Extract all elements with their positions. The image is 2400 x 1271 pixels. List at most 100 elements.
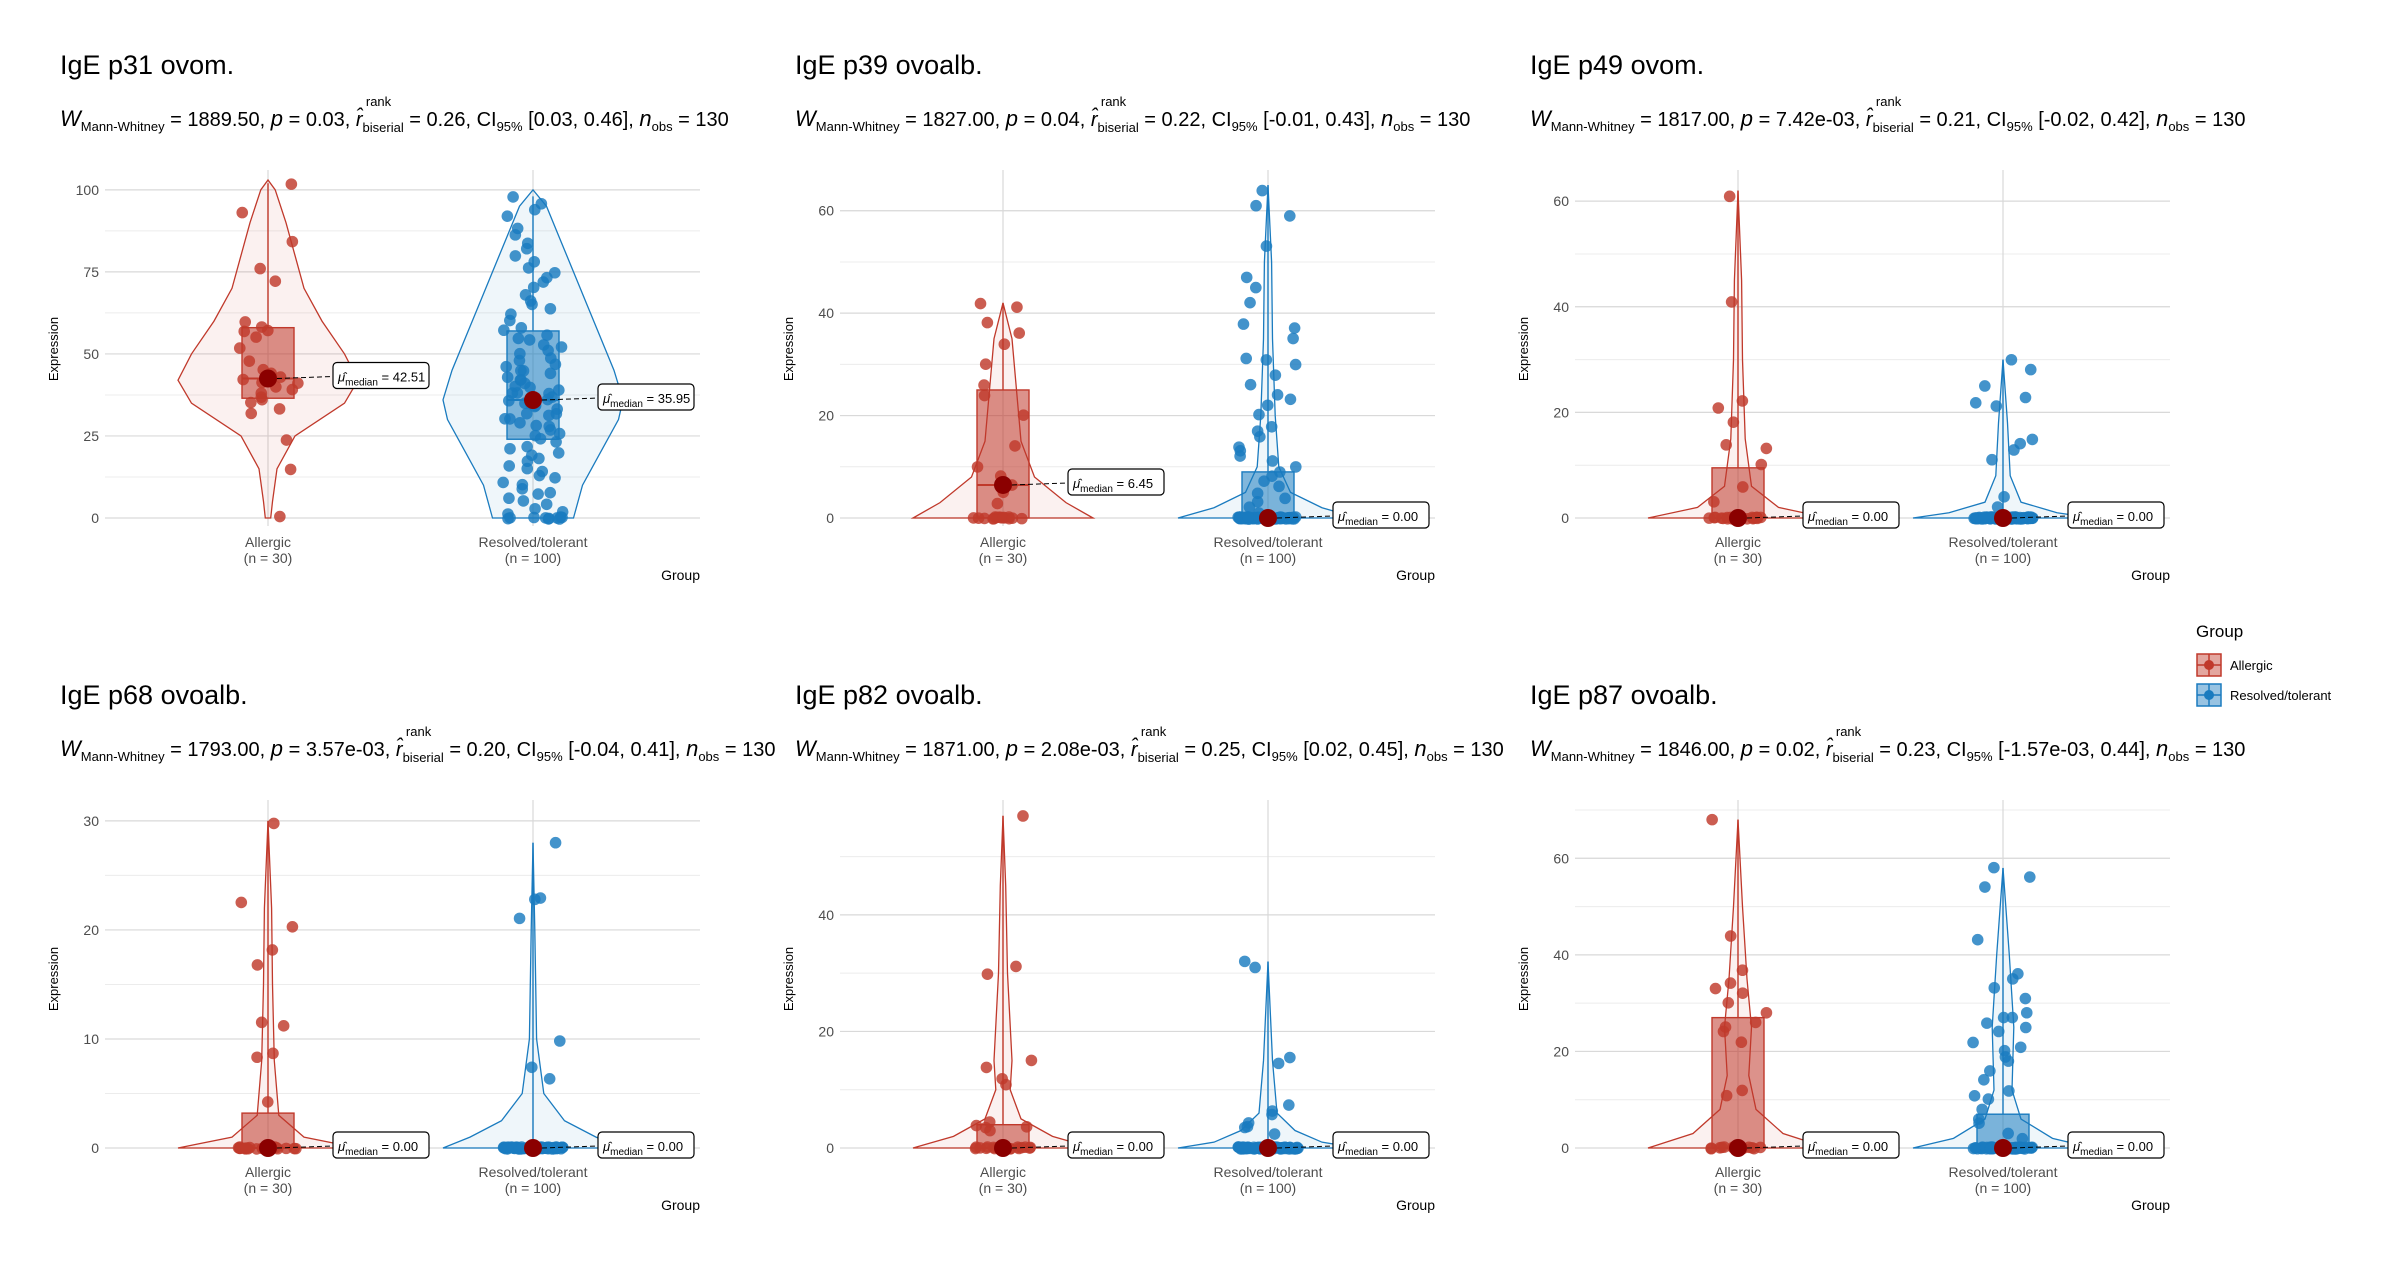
data-point: [1266, 1108, 1278, 1121]
data-point: [1717, 1025, 1730, 1038]
stat-r-sub: biserial: [1832, 750, 1874, 765]
data-point: [972, 512, 985, 524]
data-point: [551, 512, 563, 524]
data-point: [286, 383, 299, 396]
median-sub: median: [1815, 517, 1848, 528]
median-label-box: [2067, 1131, 2165, 1159]
data-point: [530, 419, 543, 432]
stat-n-symbol: n: [1381, 106, 1394, 131]
y-tick-label: 30: [83, 813, 99, 829]
median-point: [1994, 509, 2012, 527]
stat-ci-sub: 95%: [1231, 119, 1258, 134]
data-point: [261, 1096, 274, 1108]
x-axis-label: Group: [1396, 567, 1435, 583]
median-value: = 0.00: [643, 1139, 683, 1154]
y-tick-label: 40: [818, 305, 834, 321]
x-tick-label: Resolved/tolerant: [1949, 534, 2058, 550]
data-point: [1283, 512, 1295, 524]
data-point: [1244, 296, 1256, 309]
median-value: = 0.00: [1848, 509, 1888, 524]
data-point: [1288, 322, 1301, 334]
median-sub: median: [1345, 517, 1378, 528]
median-label-box: [1332, 1131, 1430, 1159]
median-point: [1259, 1139, 1277, 1157]
data-point: [528, 511, 540, 524]
data-point: [498, 324, 510, 337]
x-axis-label: Group: [2131, 1197, 2170, 1213]
y-tick-label: 10: [83, 1031, 99, 1047]
data-point: [1284, 393, 1297, 406]
data-point: [255, 1016, 268, 1029]
stat-n-value: = 130: [1447, 739, 1504, 761]
data-point: [1237, 318, 1250, 330]
data-point: [540, 498, 553, 511]
data-point: [235, 896, 248, 909]
stat-w-sub: Mann-Whitney: [815, 749, 900, 764]
data-point: [2019, 391, 2032, 404]
data-point: [1269, 369, 1282, 381]
median-label-leader: [2011, 515, 2069, 519]
data-point: [524, 381, 536, 394]
data-point: [544, 486, 557, 499]
median-label-text: μ̂median = 0.00: [602, 1139, 683, 1158]
data-point: [2020, 1006, 2033, 1019]
median-label-box: [2067, 501, 2165, 529]
data-point: [284, 463, 297, 476]
data-point: [237, 373, 249, 386]
data-point: [1238, 1121, 1251, 1134]
stat-r-symbol: r̂ rank: [1130, 724, 1167, 761]
x-tick-label: Allergic: [980, 534, 1026, 550]
data-point: [1025, 1054, 1038, 1067]
x-tick-count: (n = 30): [979, 550, 1028, 566]
data-point: [544, 302, 557, 315]
data-point: [542, 513, 555, 525]
data-point: [525, 1061, 538, 1074]
stat-ci-value: [-1.57e-03, 0.44],: [1992, 739, 2157, 761]
x-tick-count: (n = 100): [1975, 1180, 2031, 1196]
data-point: [254, 262, 266, 275]
data-point: [1006, 512, 1019, 524]
data-point: [268, 817, 280, 830]
y-axis-label: Expression: [46, 947, 61, 1011]
median-label: μ̂median = 6.45: [1067, 468, 1165, 496]
stat-r-sup: rank: [1140, 724, 1167, 739]
chart-panel: IgE p31 ovom. WMann-Whitney = 1889.50, p …: [0, 0, 780, 600]
x-tick-count: (n = 30): [1714, 550, 1763, 566]
median-mu: μ̂: [1337, 1139, 1348, 1154]
median-point: [994, 1139, 1012, 1157]
data-point: [541, 393, 554, 406]
median-label: μ̂median = 0.00: [1802, 1131, 1900, 1159]
y-axis-label: Expression: [1516, 317, 1531, 381]
chart-title: IgE p68 ovoalb.: [60, 680, 248, 710]
data-point: [1261, 399, 1274, 412]
data-point: [1239, 1142, 1251, 1154]
data-point: [250, 331, 262, 343]
data-point: [274, 371, 287, 383]
stat-ci-value: [0.03, 0.46],: [522, 109, 640, 131]
data-point: [532, 488, 544, 500]
median-sub: median: [1345, 1147, 1378, 1158]
stat-w-symbol: W: [795, 106, 816, 131]
median-value: = 6.45: [1113, 476, 1153, 491]
data-point: [1284, 1051, 1296, 1064]
data-point: [1967, 1142, 1980, 1155]
median-label-leader: [1746, 1145, 1804, 1149]
stat-r-sub: biserial: [1872, 120, 1914, 135]
x-axis-label: Group: [661, 1197, 700, 1213]
data-point: [504, 413, 516, 425]
x-tick-count: (n = 100): [1240, 1180, 1296, 1196]
y-tick-label: 25: [83, 428, 99, 444]
data-point: [2014, 511, 2026, 524]
median-label-text: μ̂median = 35.95: [602, 391, 690, 410]
data-point: [978, 389, 991, 402]
x-tick-label: Allergic: [980, 1164, 1026, 1180]
y-axis-label: Expression: [781, 947, 796, 1011]
stat-ci-sub: 95%: [496, 119, 523, 134]
data-point: [1013, 327, 1026, 339]
data-point: [286, 235, 299, 248]
data-point: [1249, 961, 1261, 974]
median-label-box: [1067, 1131, 1165, 1159]
data-point: [1979, 380, 1991, 392]
